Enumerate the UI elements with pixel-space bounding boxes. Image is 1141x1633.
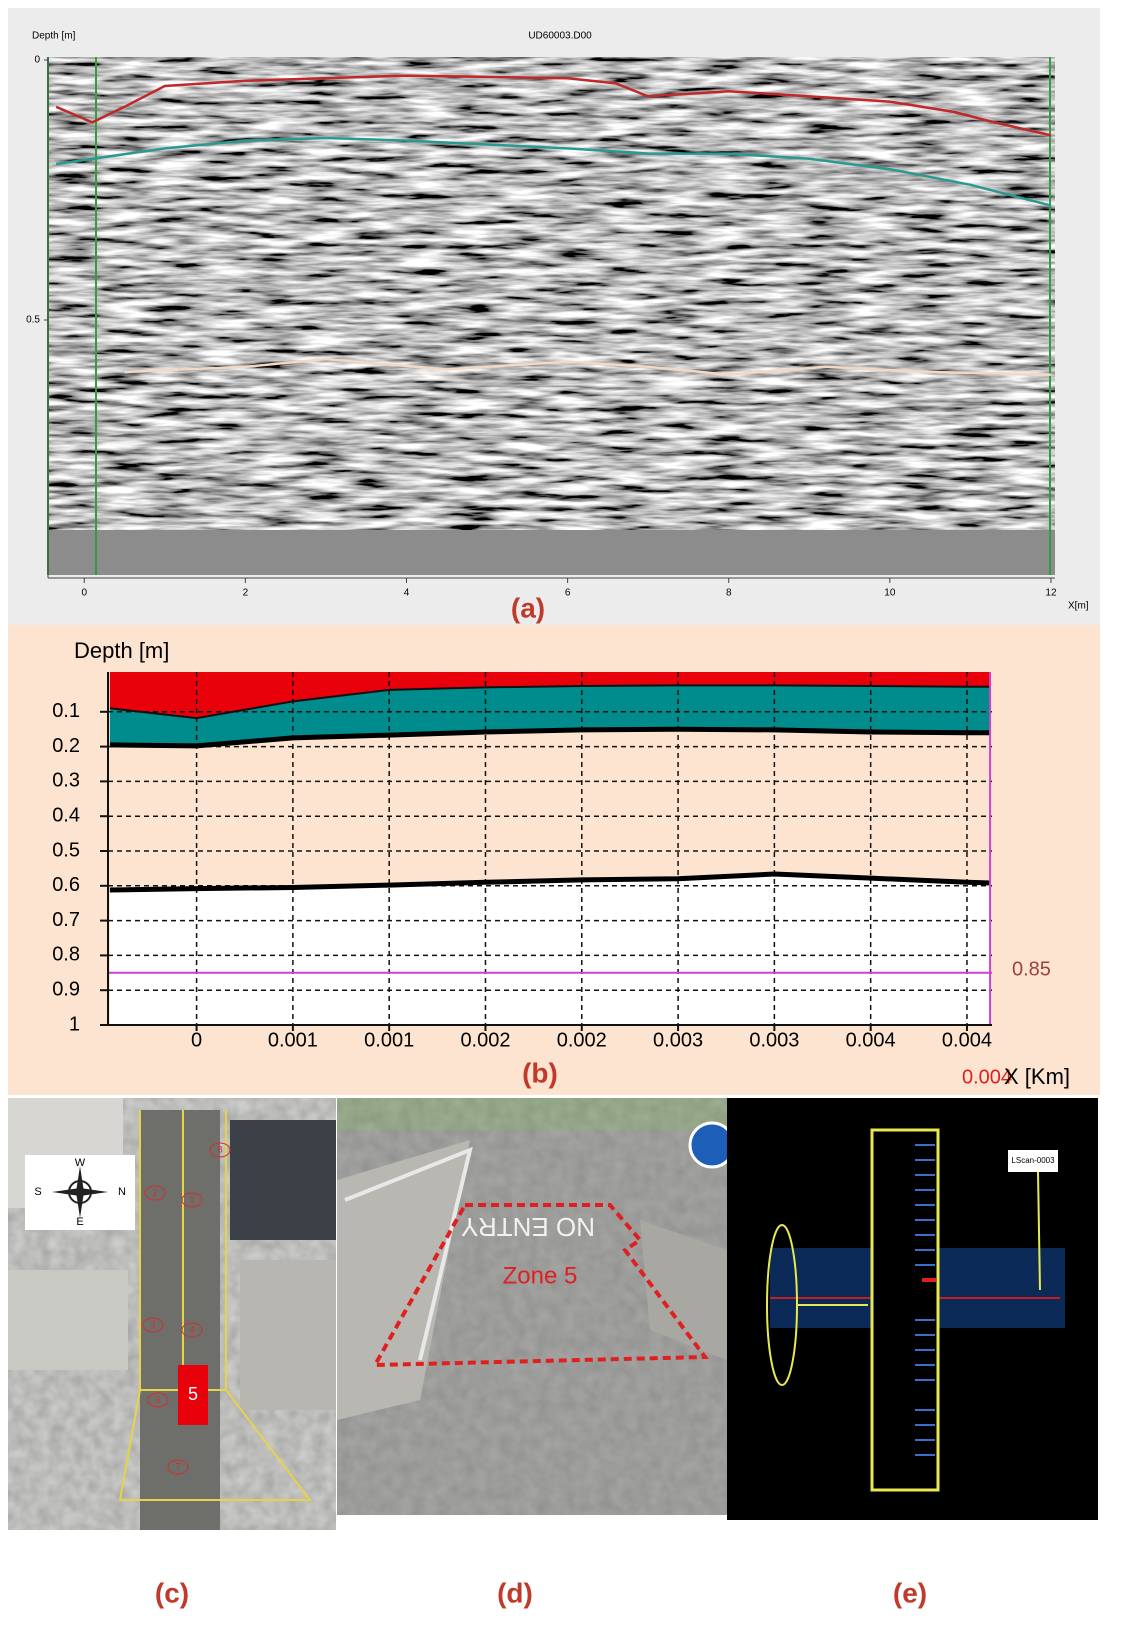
scan-label: LScan-0003: [1011, 1156, 1055, 1165]
chart-title: UD60003.D00: [528, 31, 592, 42]
compass-rose: [52, 1188, 108, 1196]
zone-outline: [371, 1203, 709, 1368]
y-axis-label: Depth [m]: [74, 638, 169, 663]
panel-e: LScan-0003 (e): [727, 1098, 1098, 1608]
y-tick-label: 0.5: [26, 315, 40, 326]
y-tick-label: 0.7: [52, 909, 80, 931]
plot-number: 2: [152, 1187, 157, 1197]
y-tick-label: 0: [34, 55, 40, 66]
x-tick-label: 2: [243, 588, 249, 599]
caption: (c): [155, 1577, 189, 1608]
x-tick-label: 0.002: [460, 1029, 510, 1051]
x-tick-label: 6: [565, 588, 571, 599]
panel-c: 5 8 2 1 3 4 6 7 W N E S (c): [8, 1098, 336, 1608]
x-tick-label: 0: [81, 588, 87, 599]
x-axis-label: X[m]: [1068, 601, 1089, 612]
boundary-line: [109, 684, 991, 720]
radargram: [48, 57, 1055, 530]
compass-letter: N: [118, 1186, 126, 1198]
compass-letter: E: [76, 1216, 83, 1228]
plot-markers: 8 2 1 3 4 6 7: [142, 1142, 231, 1475]
x-tick-label: 12: [1045, 588, 1057, 599]
x-tick-label: 8: [726, 588, 732, 599]
x-annotation: 0.004: [962, 1066, 1012, 1088]
y-tick-label: 0.3: [52, 770, 80, 792]
caption: (a): [511, 592, 545, 623]
pointer: [1037, 1171, 1041, 1291]
y-axis-label: Depth [m]: [32, 31, 76, 42]
car-park: [230, 1120, 336, 1240]
y-tick-label: 0.4: [52, 804, 80, 826]
x-tick-label: 0.003: [749, 1029, 799, 1051]
reference-label: 0.85: [1012, 958, 1051, 980]
plot-number: 4: [189, 1324, 194, 1334]
zone-label: Zone 5: [503, 1262, 578, 1289]
x-tick-label: 0.004: [846, 1029, 896, 1051]
caption: (e): [893, 1577, 927, 1608]
layer-line: [55, 74, 1052, 137]
label-box: [1008, 1150, 1058, 1172]
zone-label: 5: [188, 1384, 198, 1404]
road-marking: NO ENTRY: [461, 1212, 595, 1242]
y-tick-label: 1: [69, 1013, 80, 1035]
y-tick-label: 0.6: [52, 874, 80, 896]
y-tick-label: 0.2: [52, 735, 80, 757]
x-tick-label: 0.001: [364, 1029, 414, 1051]
x-tick-label: 4: [404, 588, 410, 599]
boundary-line: [109, 726, 991, 749]
plot-number: 8: [217, 1144, 222, 1154]
scan-list: [915, 1144, 935, 1456]
building: [8, 1270, 128, 1370]
radargram-empty: [48, 530, 1055, 575]
layer-fill: [109, 874, 991, 1025]
x-tick-label: 0.002: [557, 1029, 607, 1051]
plot-number: 7: [175, 1461, 180, 1471]
plot-number: 1: [189, 1194, 194, 1204]
survey-outline: [118, 1389, 313, 1501]
caption: (d): [497, 1577, 533, 1608]
caption: (b): [522, 1057, 558, 1088]
compass-letter: S: [34, 1186, 41, 1198]
boundary-line: [109, 871, 991, 893]
x-tick-label: 0.003: [653, 1029, 703, 1051]
zone-5-block: [178, 1365, 208, 1425]
plot-number: 3: [150, 1319, 155, 1329]
x-tick-label: 0: [191, 1029, 202, 1051]
x-tick-label: 0.004: [942, 1029, 992, 1051]
y-tick-label: 0.5: [52, 839, 80, 861]
y-tick-label: 0.9: [52, 978, 80, 1000]
layer-fill: [109, 685, 991, 746]
layer-line: [124, 357, 1052, 376]
kerb: [640, 1220, 727, 1360]
compass-letter: W: [75, 1157, 86, 1169]
layer-fill: [109, 672, 991, 719]
railing-wall: [337, 1140, 470, 1420]
layer-line: [55, 136, 1052, 207]
selected-scan: [922, 1278, 936, 1282]
y-tick-label: 0.8: [52, 944, 80, 966]
panel-d: NO ENTRY Zone 5 (d): [337, 1098, 736, 1608]
plot-number: 6: [155, 1394, 160, 1404]
y-tick-label: 0.1: [52, 700, 80, 722]
detail-box: [870, 1128, 940, 1492]
x-tick-label: 10: [884, 588, 896, 599]
building: [240, 1260, 336, 1410]
x-axis-label: X [Km]: [1004, 1064, 1070, 1089]
railing: [344, 1146, 473, 1361]
x-tick-label: 0.001: [268, 1029, 318, 1051]
